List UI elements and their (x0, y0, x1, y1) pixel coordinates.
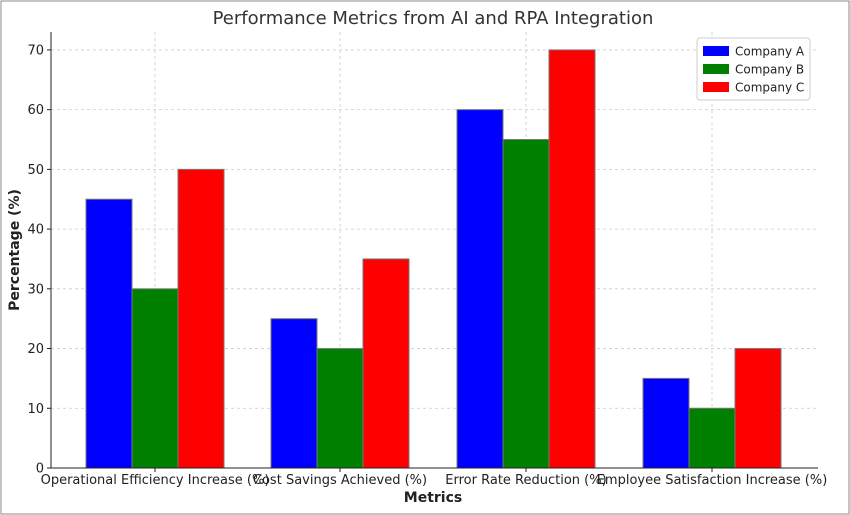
bar-company-b-2 (502, 139, 550, 469)
x-tick-label: Error Rate Reduction (%) (445, 473, 606, 488)
x-tick-label: Cost Savings Achieved (%) (253, 473, 427, 488)
chart-title: Performance Metrics from AI and RPA Inte… (213, 8, 654, 29)
legend-label: Company B (735, 63, 804, 77)
legend-label: Company C (735, 81, 804, 95)
y-tick-label: 60 (27, 103, 44, 118)
y-tick-label: 20 (27, 342, 44, 357)
bar-company-b-3 (688, 407, 736, 469)
bar-company-a-3 (642, 377, 690, 469)
legend-label: Company A (735, 45, 805, 59)
legend-swatch-company-b (703, 64, 729, 74)
bars (85, 49, 782, 469)
y-tick-label: 10 (27, 402, 44, 417)
y-tick-label: 30 (27, 282, 44, 297)
bar-company-a-2 (456, 109, 504, 469)
x-tick-label: Employee Satisfaction Increase (%) (597, 473, 828, 488)
tick-labels: 0 10 20 30 40 50 60 70 Operational Efficiency In… (27, 43, 827, 488)
y-tick-label: 50 (27, 163, 44, 178)
legend-swatch-company-c (703, 82, 729, 92)
bar-company-a-1 (270, 318, 318, 469)
x-axis-label: Metrics (404, 490, 462, 506)
y-tick-label: 70 (27, 43, 44, 58)
axes (47, 32, 818, 472)
legend-swatch-company-a (703, 46, 729, 56)
bar-company-b-0 (131, 288, 179, 469)
bar-company-b-1 (316, 348, 364, 469)
bar-company-c-0 (177, 168, 225, 469)
y-tick-label: 0 (36, 462, 44, 477)
bar-company-c-1 (362, 258, 410, 469)
y-tick-label: 40 (27, 223, 44, 238)
bar-company-c-3 (734, 348, 782, 469)
legend: Company A Company B Company C (696, 37, 811, 101)
bar-company-c-2 (548, 49, 596, 469)
x-tick-label: Operational Efficiency Increase (%) (41, 473, 270, 488)
y-axis-label: Percentage (%) (7, 189, 23, 311)
bar-company-a-0 (85, 198, 133, 469)
